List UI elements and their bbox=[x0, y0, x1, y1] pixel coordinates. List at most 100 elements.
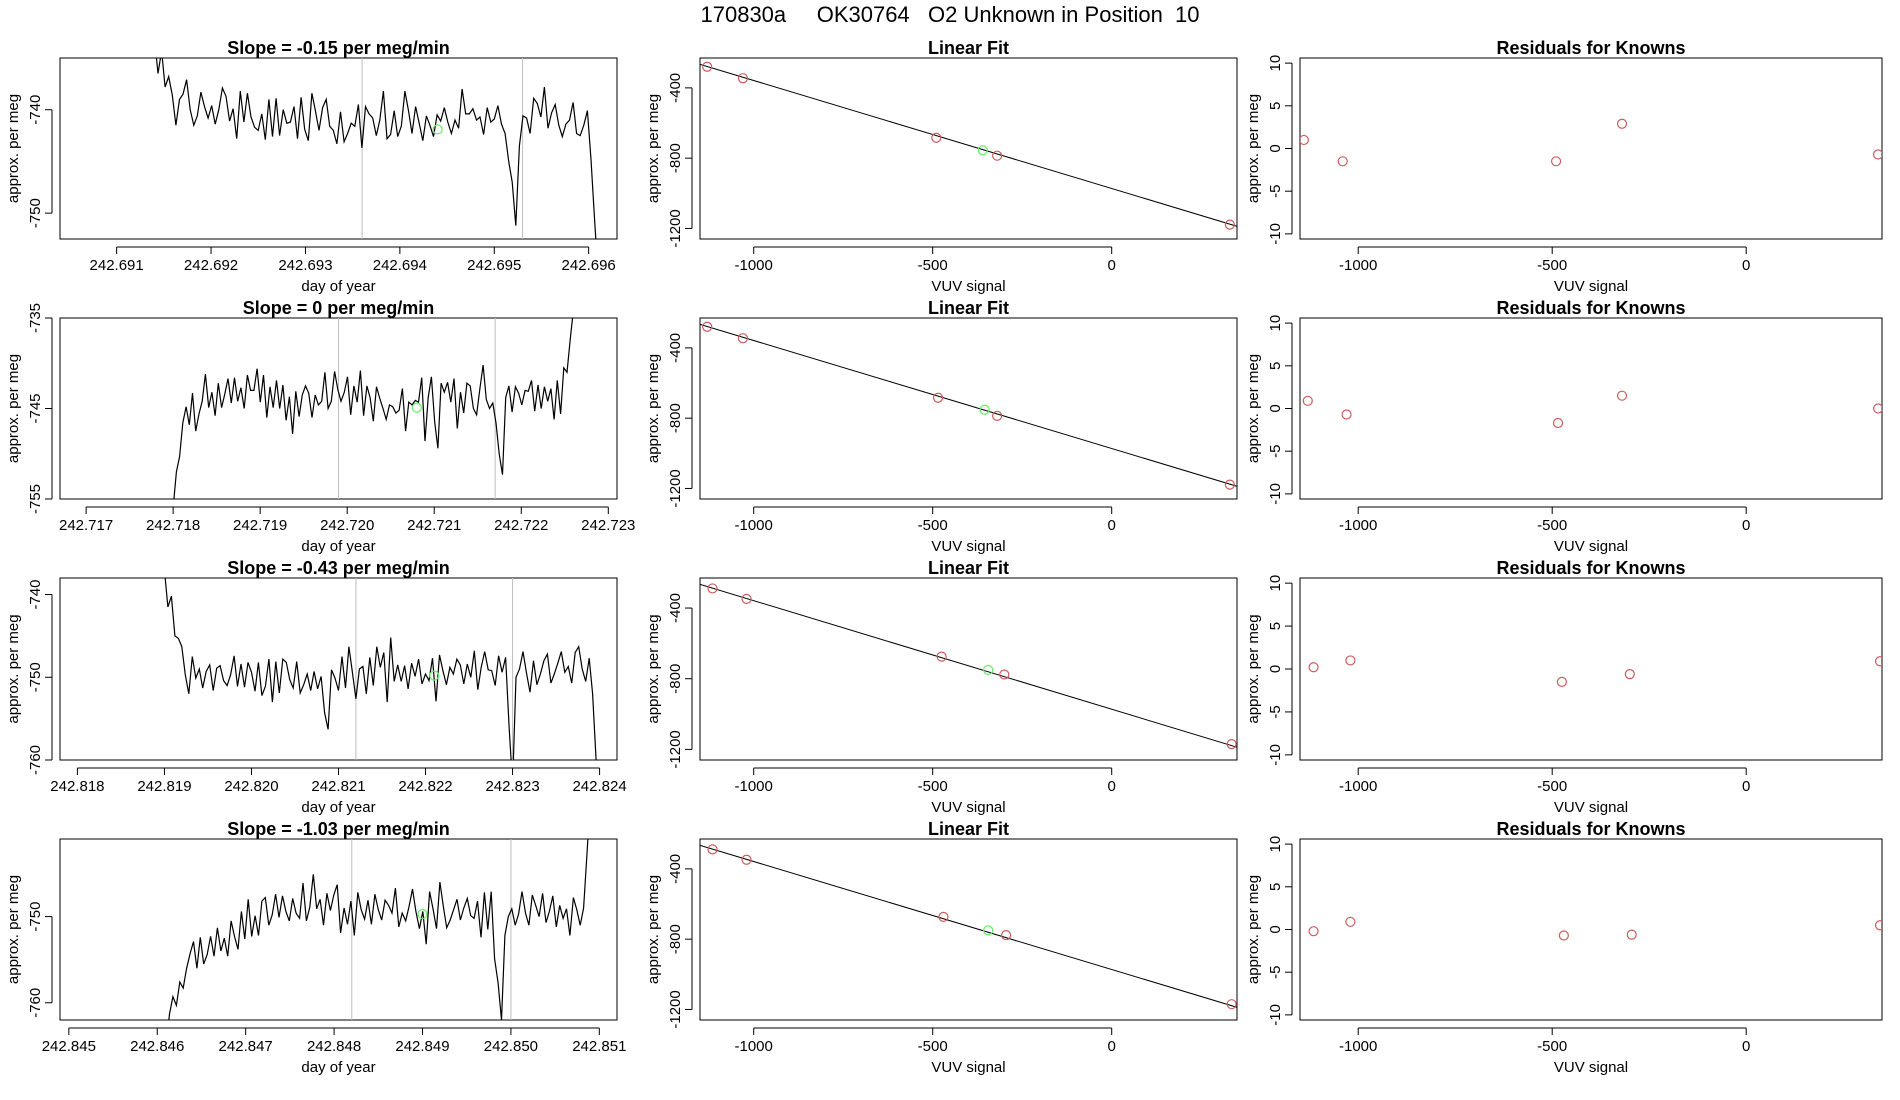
y-tick-label: 10 bbox=[1267, 575, 1284, 592]
plot-frame bbox=[1299, 838, 1883, 1021]
x-tick-label: 0 bbox=[1742, 517, 1750, 534]
y-axis-label: approx. per meg bbox=[1245, 354, 1262, 463]
y-axis-label: approx. per meg bbox=[1245, 875, 1262, 984]
plot-area bbox=[1302, 390, 1882, 429]
chart-title: Slope = -0.43 per meg/min bbox=[227, 558, 450, 578]
chart-title: Residuals for Knowns bbox=[1496, 298, 1685, 318]
residual-point bbox=[1552, 417, 1564, 429]
x-tick-label: 0 bbox=[1108, 517, 1116, 534]
x-axis-label: VUV signal bbox=[931, 538, 1005, 555]
known-point bbox=[936, 651, 947, 662]
y-tick-label: -760 bbox=[27, 988, 44, 1018]
x-tick-label: -1000 bbox=[1339, 778, 1377, 795]
x-axis-label: VUV signal bbox=[1554, 1059, 1628, 1076]
y-axis-label: approx. per meg bbox=[645, 354, 662, 463]
chart-title: Residuals for Knowns bbox=[1496, 38, 1685, 58]
y-axis-label: approx. per meg bbox=[645, 875, 662, 984]
x-tick-label: 0 bbox=[1108, 257, 1116, 274]
y-tick-label: 10 bbox=[1267, 315, 1284, 332]
known-point bbox=[992, 150, 1003, 161]
panel-linear_fit-3: Linear Fit -1000 -500 0 VUV signal -400 -800 -1… bbox=[645, 558, 1238, 816]
x-tick-label: 242.694 bbox=[373, 257, 427, 274]
panel-timeseries-1: Slope = -0.15 per meg/min 242.691 242.692 2… bbox=[5, 38, 618, 295]
plot-frame bbox=[59, 577, 618, 761]
x-tick-label: -500 bbox=[918, 517, 948, 534]
x-tick-label: -1000 bbox=[735, 517, 773, 534]
x-axis-label: VUV signal bbox=[931, 278, 1005, 295]
residual-point bbox=[1308, 662, 1319, 673]
x-axis-label: day of year bbox=[301, 278, 375, 295]
x-tick-label: 242.846 bbox=[130, 1038, 184, 1055]
y-tick-label: 10 bbox=[1267, 836, 1284, 853]
panel-residuals-1: Residuals for Knowns -1000 -500 0 VUV signal… bbox=[1245, 38, 1883, 295]
residual-point bbox=[1345, 655, 1356, 666]
y-tick-label: 0 bbox=[1267, 144, 1284, 152]
x-tick-label: 242.719 bbox=[233, 517, 287, 534]
plot-frame bbox=[59, 57, 618, 240]
y-tick-label: -740 bbox=[27, 580, 44, 610]
plot-frame bbox=[699, 577, 1238, 761]
known-point bbox=[1226, 999, 1237, 1010]
residual-point bbox=[1873, 403, 1882, 414]
x-tick-label: 242.691 bbox=[90, 257, 144, 274]
plot-area bbox=[700, 321, 1237, 490]
known-point bbox=[938, 911, 949, 922]
unknown-marker bbox=[417, 908, 428, 920]
panel-residuals-2: Residuals for Knowns -1000 -500 0 VUV signal… bbox=[1245, 298, 1883, 555]
x-tick-label: 242.819 bbox=[137, 778, 191, 795]
panel-timeseries-3: Slope = -0.43 per meg/min 242.818 242.819 2… bbox=[5, 558, 627, 816]
known-point bbox=[741, 593, 752, 604]
plot-frame bbox=[1299, 57, 1883, 240]
known-point bbox=[702, 321, 713, 332]
chart-title: Linear Fit bbox=[928, 558, 1009, 578]
x-tick-label: -1000 bbox=[1339, 517, 1377, 534]
y-tick-label: -750 bbox=[27, 662, 44, 692]
y-tick-label: -800 bbox=[667, 664, 684, 694]
panel-residuals-4: Residuals for Knowns -1000 -500 0 VUV signal… bbox=[1245, 819, 1883, 1076]
x-tick-label: -500 bbox=[1537, 517, 1567, 534]
x-tick-label: 242.824 bbox=[572, 778, 626, 795]
plot-frame bbox=[1299, 577, 1883, 761]
y-tick-label: -745 bbox=[27, 393, 44, 423]
chart-title: Slope = 0 per meg/min bbox=[243, 298, 435, 318]
series-line bbox=[173, 318, 574, 499]
x-axis-label: day of year bbox=[301, 799, 375, 816]
known-point bbox=[1224, 479, 1235, 490]
x-tick-label: 242.845 bbox=[42, 1038, 96, 1055]
y-tick-label: 0 bbox=[1267, 404, 1284, 412]
known-point bbox=[707, 844, 718, 855]
known-point bbox=[1000, 930, 1012, 941]
y-tick-label: -760 bbox=[27, 745, 44, 775]
y-tick-label: -10 bbox=[1267, 744, 1284, 766]
y-tick-label: -400 bbox=[667, 73, 684, 103]
chart-title: Linear Fit bbox=[928, 38, 1009, 58]
y-tick-label: -800 bbox=[667, 403, 684, 433]
x-tick-label: 242.717 bbox=[59, 517, 113, 534]
plot-area bbox=[173, 318, 574, 499]
known-point bbox=[992, 410, 1003, 421]
x-tick-label: 242.851 bbox=[572, 1038, 626, 1055]
chart-title: Residuals for Knowns bbox=[1496, 558, 1685, 578]
panel-timeseries-4: Slope = -1.03 per meg/min 242.845 242.846 2… bbox=[5, 819, 626, 1076]
chart-title: Linear Fit bbox=[928, 298, 1009, 318]
y-axis-label: approx. per meg bbox=[5, 875, 22, 984]
fit-line bbox=[700, 63, 1237, 227]
known-point bbox=[707, 583, 718, 594]
y-tick-label: 5 bbox=[1267, 622, 1284, 630]
x-axis-label: VUV signal bbox=[1554, 799, 1628, 816]
chart-title: Slope = -1.03 per meg/min bbox=[227, 819, 450, 839]
x-tick-label: -500 bbox=[1537, 257, 1567, 274]
x-axis-label: VUV signal bbox=[931, 1059, 1005, 1076]
panel-timeseries-2: Slope = 0 per meg/min 242.717 242.718 242.7… bbox=[5, 298, 635, 555]
series-line bbox=[168, 839, 589, 1020]
fit-line bbox=[700, 583, 1237, 748]
known-point bbox=[737, 73, 749, 84]
y-tick-label: -800 bbox=[667, 143, 684, 173]
y-tick-label: -750 bbox=[27, 902, 44, 932]
residual-point bbox=[1300, 134, 1309, 146]
plot-area bbox=[1308, 916, 1882, 941]
residual-point bbox=[1558, 930, 1569, 941]
y-tick-label: -5 bbox=[1267, 185, 1284, 198]
unknown-point bbox=[983, 664, 994, 675]
